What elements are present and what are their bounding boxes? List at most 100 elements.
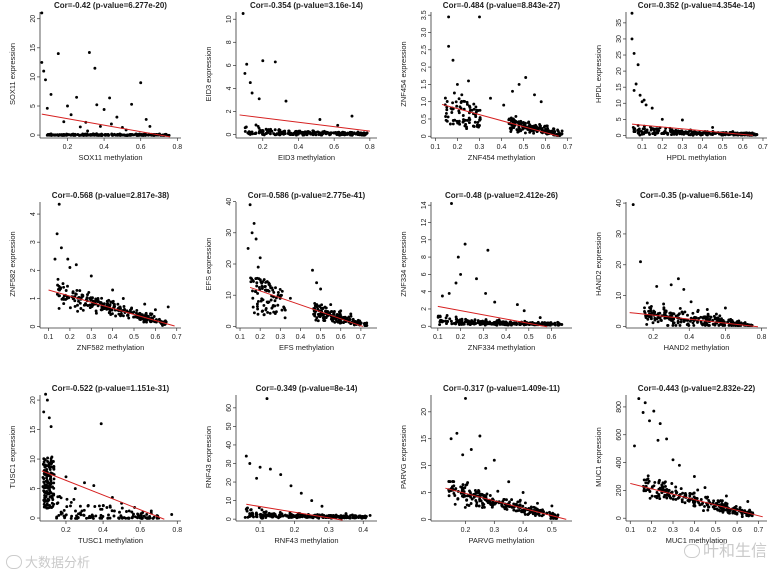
- data-point: [444, 111, 448, 115]
- data-point: [507, 117, 511, 121]
- data-point: [678, 493, 682, 496]
- data-point: [48, 488, 52, 492]
- data-point: [157, 317, 161, 321]
- y-tick-label: 20: [421, 408, 428, 416]
- y-tick-label: 20: [30, 396, 37, 404]
- data-point: [743, 321, 747, 325]
- data-point: [145, 314, 149, 318]
- data-point: [66, 257, 70, 261]
- data-point: [346, 515, 349, 519]
- data-point: [334, 514, 338, 518]
- data-point: [662, 302, 666, 306]
- data-point: [648, 496, 652, 500]
- data-point: [127, 509, 131, 513]
- data-point: [692, 491, 696, 495]
- data-point: [507, 322, 511, 326]
- data-point: [149, 320, 153, 324]
- data-point: [110, 312, 114, 316]
- data-point: [539, 100, 543, 104]
- data-point: [512, 508, 516, 512]
- data-point: [243, 71, 247, 75]
- data-point: [73, 487, 77, 491]
- data-point: [462, 99, 466, 103]
- data-point: [641, 411, 645, 414]
- data-point: [455, 431, 459, 435]
- data-point: [112, 303, 116, 307]
- data-point: [491, 322, 495, 326]
- data-point: [484, 291, 488, 295]
- data-point: [316, 319, 320, 323]
- y-tick-label: 4: [226, 86, 233, 90]
- data-point: [510, 505, 514, 509]
- plot-title: Cor=-0.522 (p-value=1.151e-31): [52, 384, 170, 393]
- data-point: [711, 322, 715, 326]
- watermark-right-text: 叶和生信: [702, 543, 767, 560]
- data-point: [45, 506, 49, 510]
- data-point: [474, 499, 478, 502]
- scatter-panel-3: Cor=-0.484 (p-value=8.843e-27) 0.1 0.2 0.3 0…: [399, 1, 573, 162]
- data-point: [64, 513, 68, 517]
- data-point: [145, 512, 149, 516]
- x-tick-label: 0.8: [365, 144, 375, 151]
- data-point: [41, 485, 45, 489]
- y-tick-label: 30: [616, 230, 623, 238]
- data-point: [108, 505, 112, 509]
- data-point: [349, 514, 352, 518]
- data-point: [105, 133, 109, 137]
- data-point: [250, 231, 254, 235]
- y-tick-label: 10: [421, 236, 428, 244]
- data-point: [494, 322, 498, 326]
- data-point: [664, 131, 668, 135]
- y-tick-label: 0: [226, 517, 233, 521]
- data-point: [674, 485, 678, 489]
- data-point: [658, 497, 662, 501]
- data-point: [509, 323, 513, 327]
- y-tick-label: 2.0: [421, 62, 428, 72]
- data-point: [125, 510, 128, 513]
- data-point: [63, 516, 67, 520]
- data-point: [647, 131, 651, 135]
- data-point: [510, 498, 514, 502]
- data-point: [520, 121, 524, 125]
- plot-title: Cor=-0.354 (p-value=3.16e-14): [250, 1, 363, 10]
- data-point: [498, 320, 502, 324]
- data-point: [278, 514, 281, 518]
- x-tick-label: 0.5: [519, 144, 529, 151]
- data-point: [655, 317, 659, 321]
- data-point: [459, 318, 463, 322]
- data-point: [243, 129, 247, 133]
- data-point: [663, 311, 667, 314]
- data-point: [70, 514, 74, 518]
- data-point: [691, 321, 695, 325]
- data-point: [297, 515, 301, 519]
- data-point: [111, 133, 114, 137]
- data-point: [261, 128, 265, 132]
- data-point: [484, 466, 488, 470]
- data-point: [658, 422, 662, 426]
- data-point: [245, 62, 249, 66]
- data-point: [62, 508, 66, 512]
- data-point: [107, 298, 111, 302]
- data-point: [546, 126, 550, 130]
- data-point: [461, 483, 465, 487]
- data-point: [276, 303, 280, 307]
- data-point: [504, 505, 508, 509]
- data-point: [108, 516, 112, 520]
- data-point: [99, 507, 103, 511]
- data-point: [278, 133, 282, 137]
- data-point: [280, 289, 284, 293]
- data-point: [652, 310, 656, 314]
- y-tick-label: 4: [421, 290, 428, 294]
- y-axis-label: MUC1 expression: [594, 427, 603, 487]
- data-point: [468, 118, 472, 122]
- data-point: [57, 306, 61, 310]
- data-point: [78, 289, 82, 293]
- data-point: [266, 301, 270, 305]
- data-point: [268, 284, 272, 288]
- x-tick-label: 0.2: [63, 144, 73, 151]
- x-tick-label: 0.4: [108, 334, 118, 341]
- data-point: [646, 481, 650, 485]
- data-point: [647, 309, 651, 313]
- x-tick-label: 0.2: [648, 334, 658, 341]
- data-point: [100, 133, 104, 137]
